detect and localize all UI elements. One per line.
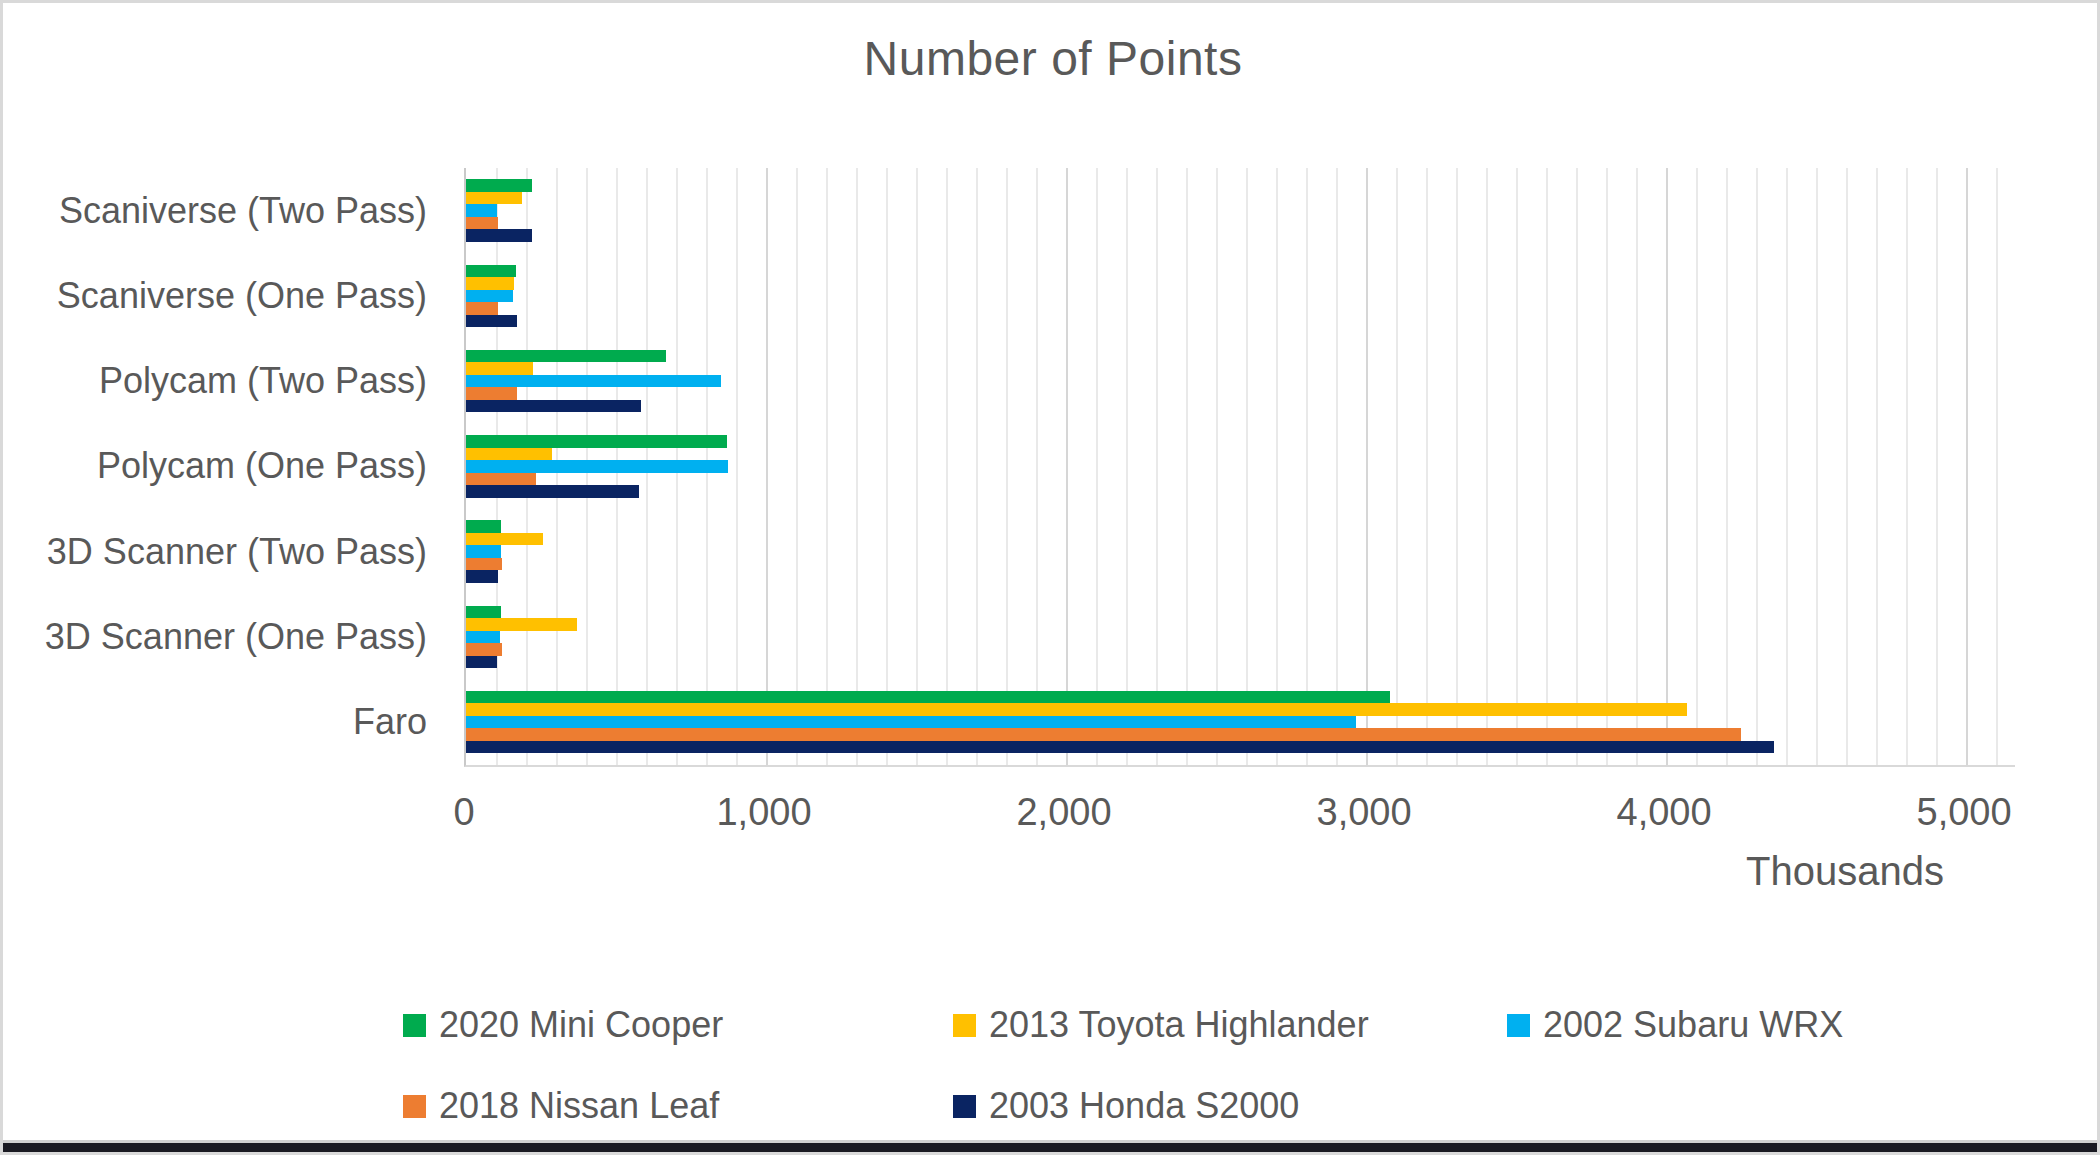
bar (466, 387, 517, 400)
bar (466, 545, 501, 558)
bar (466, 350, 666, 363)
bar (466, 520, 501, 533)
legend-swatch-icon (1507, 1014, 1530, 1037)
x-axis-tick-label: 0 (384, 791, 544, 834)
bar (466, 290, 513, 303)
y-axis-category-labels: Scaniverse (Two Pass) Scaniverse (One Pas… (3, 168, 433, 765)
x-axis-tick-label: 5,000 (1884, 791, 2044, 834)
x-axis-tick-label: 2,000 (984, 791, 1144, 834)
bar-group (466, 424, 2015, 509)
category-row: Scaniverse (One Pass) (3, 253, 433, 338)
bar (466, 606, 501, 619)
bar (466, 302, 498, 315)
legend: 2020 Mini Cooper 2013 Toyota Highlander 20… (403, 1001, 1963, 1151)
category-label: Polycam (Two Pass) (99, 360, 433, 402)
bar (466, 204, 497, 217)
category-label: 3D Scanner (Two Pass) (47, 531, 433, 573)
category-row: Polycam (One Pass) (3, 424, 433, 509)
bar-group (466, 339, 2015, 424)
bar (466, 217, 498, 230)
legend-swatch-icon (953, 1095, 976, 1118)
legend-label: 2020 Mini Cooper (439, 1004, 723, 1046)
bar-chart: Number of Points Scaniverse (Two Pass)Sc… (0, 0, 2100, 1155)
bar (466, 460, 728, 473)
bar-group (466, 253, 2015, 338)
bottom-edge-bar (3, 1140, 2097, 1152)
bar (466, 741, 1774, 754)
bar (466, 315, 517, 328)
category-label: 3D Scanner (One Pass) (45, 616, 433, 658)
bar-groups (466, 168, 2015, 765)
category-label: Scaniverse (One Pass) (57, 275, 433, 317)
bar (466, 448, 552, 461)
bar (466, 485, 639, 498)
bar (466, 192, 522, 205)
legend-label: 2013 Toyota Highlander (989, 1004, 1369, 1046)
bar (466, 435, 727, 448)
bar (466, 691, 1390, 704)
bar-group (466, 594, 2015, 679)
legend-label: 2018 Nissan Leaf (439, 1085, 719, 1127)
bar (466, 643, 502, 656)
bar (466, 728, 1741, 741)
legend-entry: 2018 Nissan Leaf (403, 1082, 719, 1130)
legend-swatch-icon (403, 1095, 426, 1118)
bar (466, 375, 721, 388)
legend-entry: 2002 Subaru WRX (1507, 1001, 1843, 1049)
bar (466, 400, 641, 413)
x-axis-tick-label: 1,000 (684, 791, 844, 834)
chart-title: Number of Points (3, 31, 2100, 86)
category-label: Faro (353, 701, 433, 743)
legend-label: 2002 Subaru WRX (1543, 1004, 1843, 1046)
legend-entry: 2020 Mini Cooper (403, 1001, 723, 1049)
bar (466, 703, 1687, 716)
bar (466, 618, 577, 631)
bar (466, 179, 532, 192)
category-row: Scaniverse (Two Pass) (3, 168, 433, 253)
category-row: 3D Scanner (Two Pass) (3, 509, 433, 594)
x-axis-tick-label: 3,000 (1284, 791, 1444, 834)
bar-group (466, 509, 2015, 594)
bar (466, 656, 497, 669)
bar (466, 716, 1356, 729)
bar (466, 631, 500, 644)
bar-group (466, 680, 2015, 765)
plot-area (464, 168, 2015, 767)
bar-group (466, 168, 2015, 253)
bar (466, 533, 543, 546)
bar (466, 362, 533, 375)
legend-entry: 2013 Toyota Highlander (953, 1001, 1369, 1049)
x-axis-unit-label: Thousands (1746, 849, 1944, 894)
bar (466, 265, 516, 278)
bar (466, 229, 532, 242)
legend-swatch-icon (953, 1014, 976, 1037)
category-row: Polycam (Two Pass) (3, 339, 433, 424)
bar (466, 473, 536, 486)
bar (466, 558, 502, 571)
bar (466, 570, 498, 583)
legend-entry: 2003 Honda S2000 (953, 1082, 1299, 1130)
category-row: 3D Scanner (One Pass) (3, 594, 433, 679)
legend-label: 2003 Honda S2000 (989, 1085, 1299, 1127)
legend-swatch-icon (403, 1014, 426, 1037)
category-label: Polycam (One Pass) (97, 445, 433, 487)
category-row: Faro (3, 680, 433, 765)
bar (466, 277, 514, 290)
category-label: Scaniverse (Two Pass) (59, 190, 433, 232)
x-axis-tick-label: 4,000 (1584, 791, 1744, 834)
